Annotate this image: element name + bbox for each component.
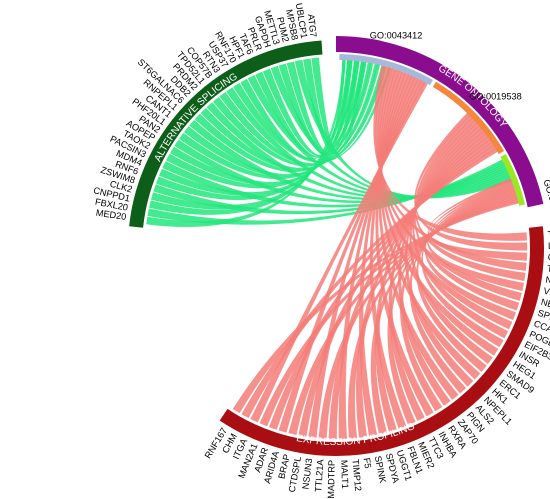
arc-expression-profiling bbox=[219, 226, 544, 456]
expression-gene-label: MALT1 bbox=[339, 460, 350, 489]
expression-gene-label: TRIP4 bbox=[547, 263, 550, 276]
expression-gene-label: TTL21A bbox=[313, 458, 325, 492]
expression-gene-label: F5 bbox=[362, 457, 373, 469]
expression-gene-label: NOP2 bbox=[545, 275, 550, 289]
arc-gene-ontology bbox=[336, 36, 544, 208]
arc-alternative-splicing bbox=[129, 40, 323, 228]
expression-gene-label: VKORC1L1 bbox=[543, 286, 550, 306]
expression-gene-label: GNL3L bbox=[548, 252, 550, 263]
go-term-label-3: GO:0036211 bbox=[541, 178, 550, 230]
go-term-band-1 bbox=[339, 54, 433, 86]
splicing-gene-label: ATG7 bbox=[306, 13, 318, 37]
expression-link bbox=[232, 199, 522, 414]
chord-links bbox=[146, 56, 528, 440]
expression-gene-label: NSUN3 bbox=[300, 458, 314, 490]
go-term-band-3 bbox=[500, 153, 526, 206]
expression-gene-label: NEMF bbox=[540, 297, 550, 313]
expression-gene-label: MADTRP bbox=[326, 460, 337, 499]
splicing-gene-label: MED20 bbox=[95, 208, 127, 222]
expression-gene-label: LRRC41 bbox=[548, 241, 550, 251]
go-term-label-2: GO:0019538 bbox=[469, 91, 522, 101]
go-term-label-1: GO:0043412 bbox=[370, 30, 423, 40]
expression-gene-label: TPPP bbox=[547, 228, 550, 239]
go-term-band-2 bbox=[432, 81, 505, 154]
expression-gene-label: TIMP12 bbox=[350, 459, 363, 492]
expression-link bbox=[241, 146, 501, 419]
